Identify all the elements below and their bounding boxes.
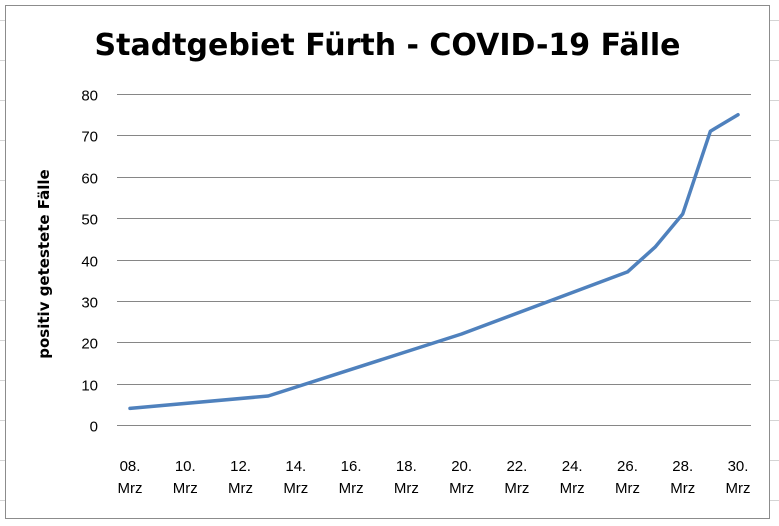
x-tick-label: 26. — [617, 458, 638, 475]
y-tick-label: 30 — [81, 295, 98, 312]
x-tick-label: Mrz — [560, 480, 585, 497]
x-tick-label: 14. — [285, 458, 306, 475]
x-tick-label: 30. — [728, 458, 749, 475]
y-tick-label: 0 — [90, 419, 98, 436]
line-chart: 0 10 20 30 40 50 60 70 80 08. Mrz 10. Mrz 12. Mrz 14. Mr… — [81, 88, 751, 497]
y-tick-label: 10 — [81, 378, 98, 395]
x-tick-label: Mrz — [504, 480, 529, 497]
x-tick-label: 08. — [120, 458, 141, 475]
x-tick-label: 20. — [451, 458, 472, 475]
x-tick-label: Mrz — [173, 480, 198, 497]
x-tick-label: Mrz — [670, 480, 695, 497]
y-tick-label: 20 — [81, 336, 98, 353]
y-tick-label: 70 — [81, 129, 98, 146]
y-tick-label: 60 — [81, 171, 98, 188]
x-tick-label: 24. — [562, 458, 583, 475]
y-tick-label: 80 — [81, 88, 98, 105]
y-tick-label: 40 — [81, 254, 98, 271]
x-tick-label: 22. — [506, 458, 527, 475]
x-tick-label: Mrz — [339, 480, 364, 497]
chart-title: Stadtgebiet Fürth - COVID-19 Fälle — [94, 28, 681, 63]
x-tick-label: 16. — [341, 458, 362, 475]
x-tick-label: 10. — [175, 458, 196, 475]
series-line — [128, 112, 740, 411]
y-tick-label: 50 — [81, 212, 98, 229]
x-tick-label: Mrz — [615, 480, 640, 497]
x-tick-label: Mrz — [283, 480, 308, 497]
x-tick-label: Mrz — [228, 480, 253, 497]
x-tick-label: Mrz — [394, 480, 419, 497]
x-tick-label: 18. — [396, 458, 417, 475]
x-tick-label: 12. — [230, 458, 251, 475]
chart-area[interactable]: Stadtgebiet Fürth - COVID-19 Fälle posit… — [5, 5, 770, 519]
x-tick-label: Mrz — [118, 480, 143, 497]
x-tick-label: Mrz — [449, 480, 474, 497]
x-tick-label: 28. — [672, 458, 693, 475]
x-tick-label: Mrz — [726, 480, 751, 497]
